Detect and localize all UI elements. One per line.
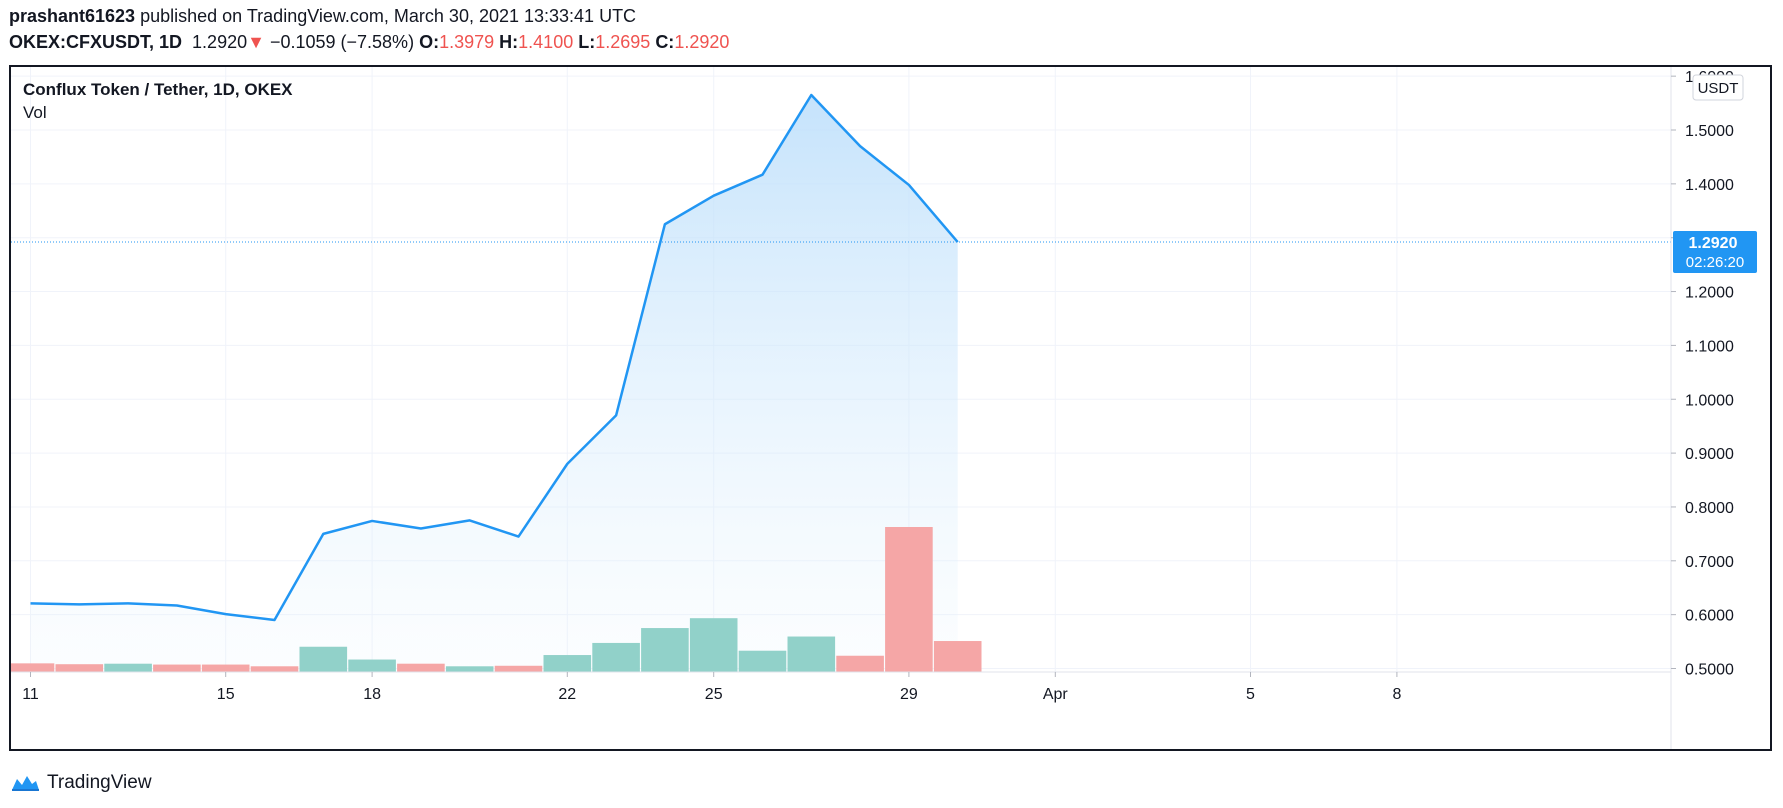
symbol-summary: OKEX:CFXUSDT, 1D 1.2920▼ −0.1059 (−7.58%… bbox=[9, 32, 729, 53]
open-value: 1.3979 bbox=[439, 32, 495, 52]
y-tick-label: 1.2000 bbox=[1685, 285, 1734, 302]
x-tick-label: 5 bbox=[1246, 686, 1255, 703]
x-tick-label: 25 bbox=[705, 686, 723, 703]
price-point bbox=[955, 239, 961, 245]
volume-indicator-label: Vol bbox=[23, 103, 47, 122]
footer: TradingView bbox=[9, 768, 152, 798]
price-change: −0.1059 (−7.58%) bbox=[269, 32, 415, 52]
volume-bar bbox=[836, 655, 884, 672]
time-axis[interactable]: 11 15 18 22 25 29 Apr 5 8 bbox=[22, 672, 1401, 703]
price-axis[interactable]: 1.60001.50001.40001.30001.20001.10001.00… bbox=[1671, 69, 1734, 678]
price-point bbox=[613, 412, 619, 418]
price-point bbox=[125, 600, 131, 606]
volume-bar bbox=[592, 642, 640, 672]
y-tick-label: 1.0000 bbox=[1685, 392, 1734, 409]
volume-bars bbox=[11, 527, 982, 672]
low-value: 1.2695 bbox=[595, 32, 651, 52]
price-line bbox=[11, 92, 1671, 623]
price-point bbox=[808, 92, 814, 98]
high-label: H: bbox=[499, 32, 519, 52]
volume-bar bbox=[933, 641, 982, 672]
tradingview-brand[interactable]: TradingView bbox=[47, 772, 152, 793]
y-tick-label: 0.9000 bbox=[1685, 446, 1734, 463]
price-point bbox=[662, 221, 668, 227]
low-label: L: bbox=[578, 32, 596, 52]
y-tick-label: 0.5000 bbox=[1685, 661, 1734, 678]
last-price-tag-bg bbox=[1673, 231, 1757, 274]
price-point bbox=[223, 611, 229, 617]
high-value: 1.4100 bbox=[518, 32, 574, 52]
volume-bar bbox=[885, 527, 933, 672]
volume-bar bbox=[494, 665, 543, 672]
x-tick-label: 15 bbox=[217, 686, 235, 703]
down-arrow-icon: ▼ bbox=[247, 32, 265, 52]
x-tick-label: 22 bbox=[558, 686, 576, 703]
tradingview-logo-icon[interactable] bbox=[9, 773, 41, 793]
price-point bbox=[272, 617, 278, 623]
volume-bar bbox=[738, 650, 787, 672]
price-point bbox=[857, 143, 863, 149]
volume-bar bbox=[250, 666, 299, 672]
x-tick-label: 11 bbox=[22, 686, 39, 703]
price-point bbox=[320, 531, 326, 537]
x-tick-label: 29 bbox=[900, 686, 918, 703]
volume-bar bbox=[641, 628, 689, 672]
volume-bar bbox=[104, 663, 152, 672]
x-tick-label: Apr bbox=[1043, 686, 1069, 703]
last-price: 1.2920 bbox=[192, 32, 248, 52]
volume-bar bbox=[299, 646, 348, 672]
y-tick-label: 0.7000 bbox=[1685, 554, 1734, 571]
volume-bar bbox=[397, 663, 445, 672]
price-point bbox=[76, 601, 82, 607]
volume-bar bbox=[11, 663, 55, 672]
price-point bbox=[564, 461, 570, 467]
price-point bbox=[711, 193, 717, 199]
y-tick-label: 0.8000 bbox=[1685, 500, 1734, 517]
y-tick-label: 1.5000 bbox=[1685, 123, 1734, 140]
volume-bar bbox=[55, 664, 104, 672]
last-price-value: 1.2920 bbox=[1689, 235, 1738, 252]
open-label: O: bbox=[419, 32, 440, 52]
volume-bar bbox=[787, 636, 836, 672]
price-point bbox=[467, 517, 473, 523]
chart-frame[interactable]: 1.60001.50001.40001.30001.20001.10001.00… bbox=[9, 65, 1772, 751]
author-name[interactable]: prashant61623 bbox=[9, 6, 136, 26]
price-point bbox=[516, 534, 522, 540]
currency-button[interactable] bbox=[1692, 74, 1744, 101]
chart-title: Conflux Token / Tether, 1D, OKEX bbox=[23, 80, 293, 99]
volume-bar bbox=[543, 655, 592, 672]
symbol-interval: OKEX:CFXUSDT, 1D bbox=[9, 32, 183, 52]
volume-bar bbox=[348, 659, 396, 672]
price-point bbox=[906, 182, 912, 188]
price-point bbox=[174, 602, 180, 608]
price-area-fill bbox=[30, 95, 958, 673]
volume-bar bbox=[153, 664, 201, 672]
x-tick-label: 18 bbox=[363, 686, 381, 703]
volume-bar bbox=[689, 618, 738, 672]
price-area bbox=[30, 95, 958, 673]
currency-label[interactable]: USDT bbox=[1698, 80, 1739, 97]
x-tick-label: 8 bbox=[1392, 686, 1401, 703]
price-point bbox=[28, 600, 34, 606]
volume-bar bbox=[201, 664, 250, 672]
publish-info: prashant61623 published on TradingView.c… bbox=[9, 6, 636, 27]
volume-bar bbox=[445, 666, 494, 672]
y-tick-label: 0.6000 bbox=[1685, 608, 1734, 625]
close-value: 1.2920 bbox=[674, 32, 730, 52]
y-tick-label: 1.4000 bbox=[1685, 177, 1734, 194]
published-text: published on TradingView.com, March 30, … bbox=[140, 6, 637, 26]
last-price-tag: 1.2920 02:26:20 bbox=[1673, 231, 1757, 274]
price-point bbox=[369, 518, 375, 524]
price-point bbox=[760, 172, 766, 178]
price-chart[interactable]: 1.60001.50001.40001.30001.20001.10001.00… bbox=[11, 67, 1770, 749]
bar-countdown: 02:26:20 bbox=[1686, 254, 1744, 271]
y-tick-label: 1.1000 bbox=[1685, 338, 1734, 355]
price-series-line bbox=[30, 93, 959, 622]
price-point bbox=[418, 525, 424, 531]
close-label: C: bbox=[655, 32, 675, 52]
